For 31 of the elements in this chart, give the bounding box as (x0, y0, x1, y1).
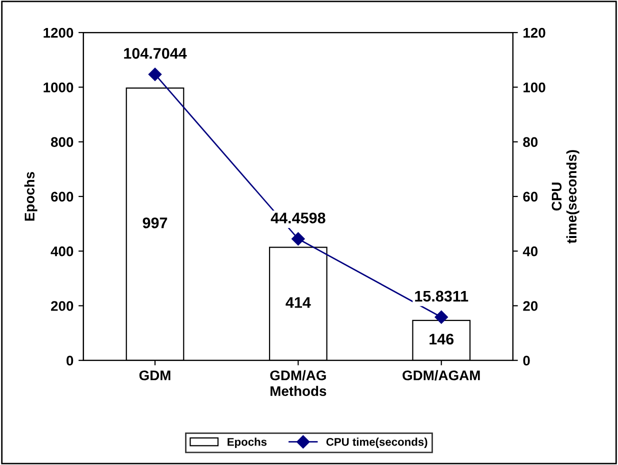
y2-axis-title: CPU time(seconds) (552, 150, 580, 244)
data-label: 414 (286, 297, 311, 308)
x-tick-label: GDM/AGAM (402, 370, 480, 380)
legend-label: Epochs (228, 438, 267, 448)
y2-tick-label: 80 (523, 137, 538, 147)
x-tick-label: GDM/AG (270, 370, 326, 380)
data-label: 44.4598 (270, 212, 326, 224)
point (434, 310, 448, 324)
y-tick-label: 1000 (44, 82, 74, 92)
data-label: 15.8311 (415, 290, 468, 302)
point (148, 68, 162, 81)
y2-tick-label: 60 (523, 192, 538, 202)
y2-tick-label: 100 (524, 82, 546, 92)
y-tick-label: 800 (50, 137, 74, 147)
x-axis-title: Methods (270, 386, 326, 396)
data-label: 104.7044 (124, 48, 187, 59)
y-tick-label: 600 (51, 192, 74, 202)
y-tick-label: 200 (51, 301, 74, 311)
y-tick-label: 1200 (44, 28, 74, 38)
y-axis-title: Epochs (24, 172, 38, 221)
y2-tick-label: 0 (523, 356, 530, 366)
y-tick-label: 0 (66, 356, 74, 366)
data-label: 146 (430, 334, 454, 345)
y-tick-label: 400 (50, 246, 74, 256)
y2-tick-label: 20 (523, 301, 538, 311)
x-tick-label: GDM (139, 370, 170, 380)
y2-tick-label: 120 (524, 28, 546, 38)
data-label: 997 (142, 217, 168, 228)
y2-tick-label: 40 (522, 246, 538, 256)
point (292, 232, 305, 246)
legend-label: CPU time(seconds) (326, 438, 428, 448)
